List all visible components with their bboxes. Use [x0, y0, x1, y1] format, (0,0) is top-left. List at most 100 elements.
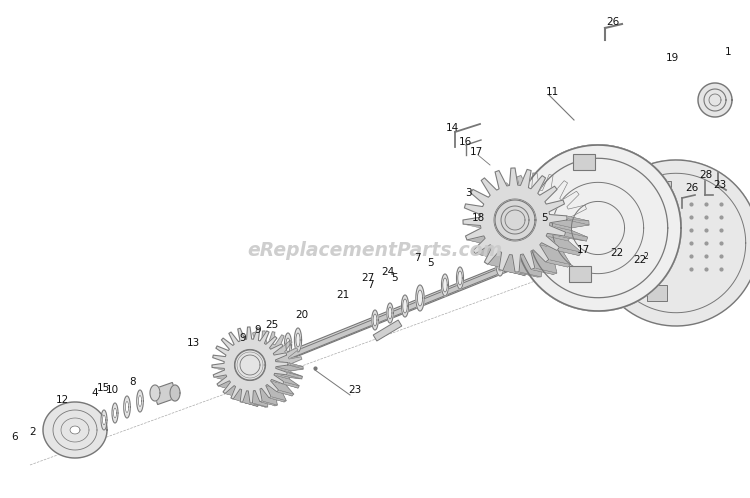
Polygon shape — [240, 389, 256, 406]
Polygon shape — [103, 415, 106, 425]
Polygon shape — [550, 220, 589, 228]
Polygon shape — [442, 278, 447, 292]
Polygon shape — [509, 254, 534, 260]
Text: 25: 25 — [266, 320, 279, 330]
Polygon shape — [512, 255, 537, 277]
Polygon shape — [651, 181, 671, 197]
Polygon shape — [520, 254, 545, 259]
Polygon shape — [531, 251, 557, 273]
Polygon shape — [247, 391, 263, 395]
Polygon shape — [497, 255, 502, 271]
Polygon shape — [125, 401, 129, 412]
Polygon shape — [464, 224, 503, 231]
Polygon shape — [286, 338, 290, 352]
Polygon shape — [225, 385, 249, 397]
Polygon shape — [286, 373, 302, 379]
Polygon shape — [235, 350, 266, 380]
Polygon shape — [467, 236, 506, 245]
Polygon shape — [525, 232, 535, 264]
Polygon shape — [113, 408, 116, 418]
Polygon shape — [515, 145, 750, 243]
Polygon shape — [458, 271, 462, 285]
Polygon shape — [698, 83, 732, 117]
Polygon shape — [266, 385, 286, 400]
Text: 5: 5 — [542, 213, 548, 223]
Polygon shape — [271, 381, 293, 394]
Polygon shape — [550, 215, 589, 221]
Polygon shape — [499, 269, 525, 275]
Polygon shape — [542, 243, 579, 255]
Polygon shape — [253, 391, 268, 407]
Text: 5: 5 — [392, 273, 398, 283]
Polygon shape — [101, 410, 107, 430]
Polygon shape — [488, 251, 521, 269]
Polygon shape — [442, 274, 448, 296]
Polygon shape — [540, 243, 563, 250]
Polygon shape — [416, 285, 424, 311]
Polygon shape — [466, 228, 503, 241]
Text: 24: 24 — [381, 267, 394, 277]
Polygon shape — [565, 232, 587, 241]
Polygon shape — [271, 379, 286, 385]
Text: 11: 11 — [545, 87, 559, 97]
Polygon shape — [269, 396, 286, 402]
Text: 17: 17 — [470, 147, 483, 157]
Polygon shape — [266, 384, 282, 389]
Text: 9: 9 — [240, 333, 246, 343]
Polygon shape — [250, 403, 268, 407]
Polygon shape — [401, 295, 409, 317]
Polygon shape — [267, 384, 292, 396]
Polygon shape — [136, 390, 143, 412]
Text: 5: 5 — [427, 258, 433, 268]
Text: 13: 13 — [186, 338, 200, 348]
Polygon shape — [254, 218, 626, 373]
Polygon shape — [484, 247, 514, 267]
Polygon shape — [43, 402, 107, 458]
Polygon shape — [231, 386, 251, 402]
Polygon shape — [515, 145, 681, 311]
Polygon shape — [499, 252, 523, 274]
Text: 14: 14 — [446, 123, 458, 133]
Text: 18: 18 — [471, 213, 484, 223]
Polygon shape — [260, 389, 278, 405]
Polygon shape — [466, 236, 489, 245]
Polygon shape — [276, 367, 291, 373]
Polygon shape — [593, 160, 750, 326]
Polygon shape — [230, 381, 245, 386]
Polygon shape — [490, 245, 514, 251]
Polygon shape — [499, 251, 523, 257]
Polygon shape — [463, 168, 567, 272]
Polygon shape — [540, 245, 571, 264]
Text: 28: 28 — [699, 170, 712, 180]
Text: 3: 3 — [465, 188, 471, 198]
Polygon shape — [569, 266, 591, 282]
Text: 23: 23 — [713, 180, 727, 190]
Polygon shape — [152, 382, 178, 404]
Polygon shape — [515, 145, 681, 311]
Text: 9: 9 — [255, 325, 261, 335]
Polygon shape — [224, 392, 240, 397]
Text: 7: 7 — [367, 280, 374, 290]
Polygon shape — [284, 333, 292, 357]
Polygon shape — [548, 234, 586, 241]
Polygon shape — [240, 389, 256, 393]
Polygon shape — [647, 285, 667, 301]
Polygon shape — [457, 267, 464, 289]
Text: eReplacementParts.com: eReplacementParts.com — [248, 241, 502, 259]
Polygon shape — [138, 395, 142, 406]
Polygon shape — [213, 375, 229, 381]
Polygon shape — [274, 374, 302, 379]
Polygon shape — [473, 238, 507, 255]
Polygon shape — [373, 314, 377, 326]
Polygon shape — [124, 396, 130, 418]
Polygon shape — [418, 290, 422, 306]
Text: 6: 6 — [12, 432, 18, 442]
Polygon shape — [233, 389, 255, 403]
Polygon shape — [295, 328, 302, 352]
Polygon shape — [248, 391, 265, 407]
Polygon shape — [242, 391, 262, 406]
Polygon shape — [226, 375, 242, 380]
Polygon shape — [276, 369, 302, 376]
Text: 7: 7 — [414, 253, 420, 263]
Polygon shape — [276, 362, 303, 367]
